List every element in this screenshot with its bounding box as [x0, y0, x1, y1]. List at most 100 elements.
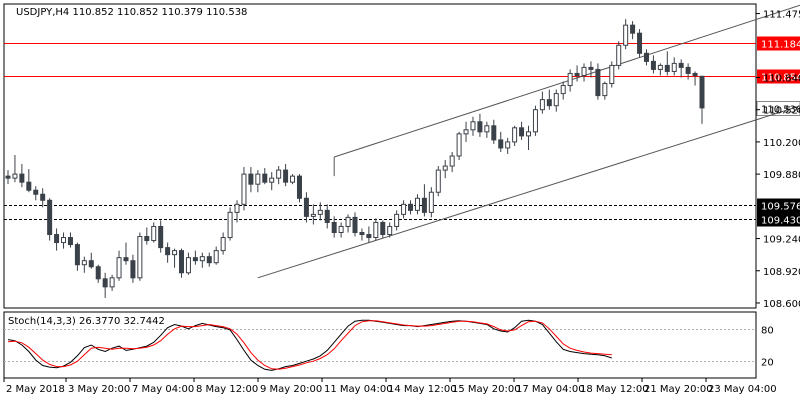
time-tick-label: 15 May 20:00 — [452, 384, 521, 395]
candle — [345, 214, 351, 233]
candle — [435, 166, 441, 197]
candle — [185, 252, 191, 275]
candle — [116, 250, 122, 281]
candle — [408, 200, 414, 215]
candle-body-bear — [685, 66, 691, 74]
candle — [671, 57, 677, 76]
candle — [123, 242, 129, 265]
candle-body-bull — [61, 237, 67, 244]
price-panel: USDJPY,H4 110.852 110.852 110.379 110.53… — [3, 3, 800, 310]
candle — [88, 252, 94, 269]
candle — [102, 272, 108, 298]
candle-body-bull — [553, 93, 559, 107]
candle-body-bear — [324, 209, 330, 223]
candle — [26, 169, 32, 193]
level-badge-label: 109.576 — [761, 202, 800, 213]
candle — [401, 200, 407, 219]
candle — [33, 186, 39, 201]
candle — [463, 121, 469, 142]
candle-body-bear — [519, 127, 525, 137]
stoch-levels — [4, 329, 756, 362]
candle-body-bull — [276, 169, 282, 179]
current-price-label: 110.538 — [761, 105, 800, 116]
candle-body-bear — [26, 181, 32, 191]
candle-body-bear — [664, 64, 670, 72]
level-badge — [757, 69, 800, 84]
candle — [692, 71, 698, 86]
candle — [553, 89, 559, 112]
candle — [637, 29, 643, 58]
candle-body-bear — [179, 250, 184, 274]
level-badge-label: 109.430 — [761, 216, 800, 227]
candle — [512, 125, 518, 146]
candle — [324, 204, 330, 229]
candle-body-bear — [595, 68, 601, 97]
candle — [539, 91, 545, 114]
stoch-axis: 80 20 — [761, 326, 774, 369]
channel-lower-line — [257, 105, 800, 279]
candle-body-bull — [151, 225, 157, 242]
candle — [442, 160, 448, 179]
candle — [179, 248, 184, 278]
candle-body-bear — [262, 173, 268, 183]
candle — [477, 113, 483, 137]
candle-body-bear — [546, 99, 552, 107]
candle — [290, 174, 296, 185]
candle — [630, 21, 636, 40]
time-tick-label: 18 May 12:00 — [580, 384, 649, 395]
time-tick-label: 21 May 20:00 — [644, 384, 713, 395]
candle-body-bull — [269, 177, 275, 183]
candle — [449, 151, 455, 173]
candle — [491, 119, 497, 144]
candle-body-bull — [449, 155, 455, 167]
candle-body-bear — [699, 75, 705, 109]
candle — [165, 242, 171, 263]
candle — [296, 174, 302, 203]
candle — [595, 63, 601, 100]
candle — [227, 207, 233, 241]
candle-body-bull — [290, 175, 296, 183]
candle-body-bull — [387, 225, 393, 236]
candle-body-bull — [463, 129, 469, 135]
candle — [526, 125, 531, 150]
candle-body-bear — [303, 197, 309, 217]
price-tick-label: 110.520 — [763, 106, 800, 117]
candle — [192, 250, 198, 265]
candle — [428, 187, 434, 218]
candle — [172, 248, 178, 268]
candle — [269, 172, 275, 191]
candle — [213, 246, 219, 265]
time-tick-label: 2 May 2018 — [6, 384, 65, 395]
candle-body-bull — [12, 173, 18, 179]
candle — [581, 63, 587, 82]
candle — [248, 167, 254, 193]
candle-body-bear — [74, 244, 80, 266]
candle-body-bear — [165, 247, 171, 256]
candles — [5, 19, 705, 298]
candle-body-bull — [172, 250, 178, 256]
candle — [685, 63, 691, 80]
candle-body-bear — [498, 139, 504, 149]
candle — [331, 216, 337, 238]
candle — [81, 256, 87, 273]
candle — [47, 198, 53, 241]
time-tick-label: 17 May 04:00 — [516, 384, 585, 395]
candle — [241, 167, 247, 211]
level-badge — [757, 198, 800, 213]
time-tick-label: 14 May 12:00 — [388, 384, 457, 395]
candle — [609, 61, 615, 88]
candle-body-bull — [338, 225, 344, 234]
candle — [470, 116, 476, 136]
price-tick-label: 109.880 — [763, 170, 800, 181]
candle — [151, 222, 157, 243]
candle-body-bull — [234, 203, 240, 213]
candle — [588, 61, 594, 78]
candle-body-bear — [692, 72, 698, 76]
candle — [74, 242, 80, 271]
candle-body-bear — [5, 175, 11, 179]
candle-body-bear — [158, 225, 164, 249]
candle — [366, 226, 372, 243]
candle — [373, 218, 379, 241]
level-badge — [757, 212, 800, 227]
